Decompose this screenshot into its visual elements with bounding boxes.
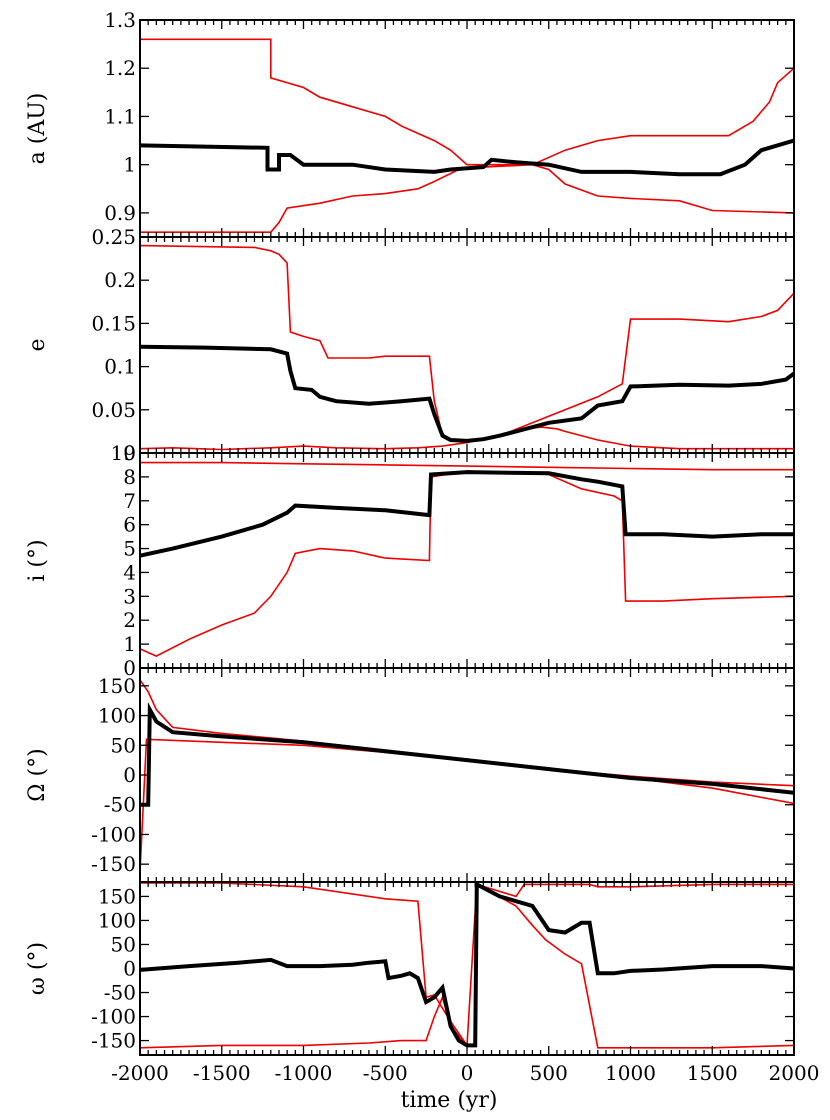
y-tick-label: 4 bbox=[123, 560, 136, 584]
y-tick-label: -100 bbox=[91, 1005, 136, 1029]
y-axis-label-Omega: Ω (°) bbox=[25, 748, 50, 801]
series-omega-upper bbox=[140, 882, 794, 1048]
y-tick-label: 0 bbox=[123, 957, 136, 981]
x-tick-label: 2000 bbox=[769, 1061, 820, 1085]
y-tick-label: 50 bbox=[111, 733, 136, 757]
series-e-main bbox=[140, 344, 794, 443]
series-omega-main bbox=[140, 882, 794, 1048]
series-i-lower bbox=[140, 470, 794, 657]
x-tick-label: 0 bbox=[461, 1061, 474, 1085]
y-tick-label: 2 bbox=[123, 608, 136, 632]
y-tick-label: 1 bbox=[123, 153, 136, 177]
x-tick-label: -1000 bbox=[275, 1061, 333, 1085]
x-tick-label: 1500 bbox=[687, 1061, 738, 1085]
series-Omega-upper bbox=[140, 679, 794, 805]
y-tick-label: 3 bbox=[123, 584, 136, 608]
y-tick-label: 100 bbox=[98, 704, 136, 728]
panel-frame bbox=[139, 452, 795, 669]
y-tick-label: 0.2 bbox=[104, 268, 136, 292]
y-tick-label: -100 bbox=[91, 822, 136, 846]
y-tick-label: 50 bbox=[111, 932, 136, 956]
x-tick-label: 500 bbox=[530, 1061, 568, 1085]
y-tick-label: 0.05 bbox=[91, 398, 136, 422]
panel-Omega: -150 -100 -50 0 50 100 150 Ω (°) bbox=[25, 667, 795, 883]
y-axis-label-e: e bbox=[25, 338, 50, 351]
y-tick-label: 1.2 bbox=[104, 56, 136, 80]
y-tick-label: 7 bbox=[123, 489, 136, 513]
x-tick-labels: -2000 -1500 -1000 -500 0 500 1000 1500 2000 bbox=[111, 1061, 819, 1085]
y-tick-label: 0.25 bbox=[91, 225, 136, 249]
panels: 0.911.11.21.3a (AU)100.050.10.150.20.25e… bbox=[25, 8, 795, 1056]
panel-e: 10 0.05 0.1 0.15 0.2 0.25 e bbox=[25, 225, 795, 465]
y-tick-label: -50 bbox=[104, 981, 136, 1005]
y-tick-label: 5 bbox=[123, 537, 136, 561]
y-tick-label: -150 bbox=[91, 1029, 136, 1053]
y-tick-label: 150 bbox=[98, 884, 136, 908]
panel-frame bbox=[139, 667, 795, 883]
y-tick-label: 8 bbox=[123, 465, 136, 489]
y-axis-label-a: a (AU) bbox=[25, 93, 50, 165]
y-tick-label: 150 bbox=[98, 674, 136, 698]
y-tick-label: 1.1 bbox=[104, 104, 136, 128]
y-axis-label-omega: ω (°) bbox=[25, 942, 50, 995]
panel-frame bbox=[139, 19, 795, 238]
y-tick-label: 0.15 bbox=[91, 311, 136, 335]
x-axis-label: time (yr) bbox=[401, 1088, 498, 1113]
y-tick-label: 6 bbox=[123, 513, 136, 537]
y-tick-label: 1.3 bbox=[104, 8, 136, 32]
x-tick-label: 1000 bbox=[605, 1061, 656, 1085]
y-tick-label: -150 bbox=[91, 852, 136, 876]
series-i-upper bbox=[140, 461, 794, 471]
y-tick-label: 1 bbox=[123, 632, 136, 656]
y-tick-label: 10 bbox=[111, 441, 136, 465]
y-tick-label: 0.1 bbox=[104, 355, 136, 379]
panel-a: 0.9 1 1.1 1.2 1.3 a (AU) bbox=[25, 8, 795, 238]
x-tick-label: -500 bbox=[363, 1061, 408, 1085]
series-i-main bbox=[140, 470, 794, 558]
panel-frame bbox=[139, 236, 795, 454]
series-e-upper bbox=[140, 244, 794, 443]
series-a-main bbox=[140, 138, 794, 177]
y-tick-label: 0.9 bbox=[104, 201, 136, 225]
y-tick-label: 100 bbox=[98, 908, 136, 932]
y-axis-label-i: i (°) bbox=[25, 539, 50, 581]
y-tick-label: 0 bbox=[123, 656, 136, 680]
y-tick-label: 9 bbox=[123, 441, 136, 465]
series-Omega-main bbox=[140, 701, 794, 807]
x-tick-label: -2000 bbox=[111, 1061, 169, 1085]
y-tick-label: -50 bbox=[104, 793, 136, 817]
x-tick-label: -1500 bbox=[193, 1061, 251, 1085]
y-tick-label: 0 bbox=[123, 763, 136, 787]
